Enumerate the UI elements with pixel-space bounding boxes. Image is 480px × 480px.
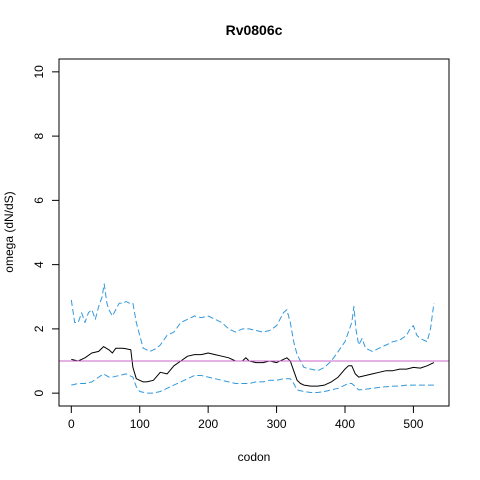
x-tick-label: 500 <box>403 417 423 431</box>
x-tick-label: 200 <box>198 417 218 431</box>
chart-title: Rv0806c <box>226 22 283 38</box>
y-tick-label: 4 <box>32 261 46 268</box>
series-line-lower <box>71 373 434 394</box>
x-axis: 0 100 200 300 400 500 <box>68 405 424 431</box>
x-tick-label: 300 <box>267 417 287 431</box>
x-tick-label: 400 <box>335 417 355 431</box>
y-tick-label: 10 <box>32 65 46 79</box>
y-axis: 0 2 4 6 8 10 <box>32 65 60 396</box>
y-tick-label: 6 <box>32 197 46 204</box>
x-tick-label: 0 <box>68 417 75 431</box>
y-axis-title: omega (dN/dS) <box>2 191 16 272</box>
x-axis-title: codon <box>238 450 271 464</box>
series-line-estimate <box>71 346 435 387</box>
plot-layer <box>59 283 449 394</box>
x-tick-label: 100 <box>130 417 150 431</box>
series-line-upper <box>70 283 435 372</box>
y-tick-label: 0 <box>32 389 46 396</box>
plot-frame <box>58 58 450 407</box>
y-tick-label: 8 <box>32 132 46 139</box>
y-tick-label: 2 <box>32 325 46 332</box>
